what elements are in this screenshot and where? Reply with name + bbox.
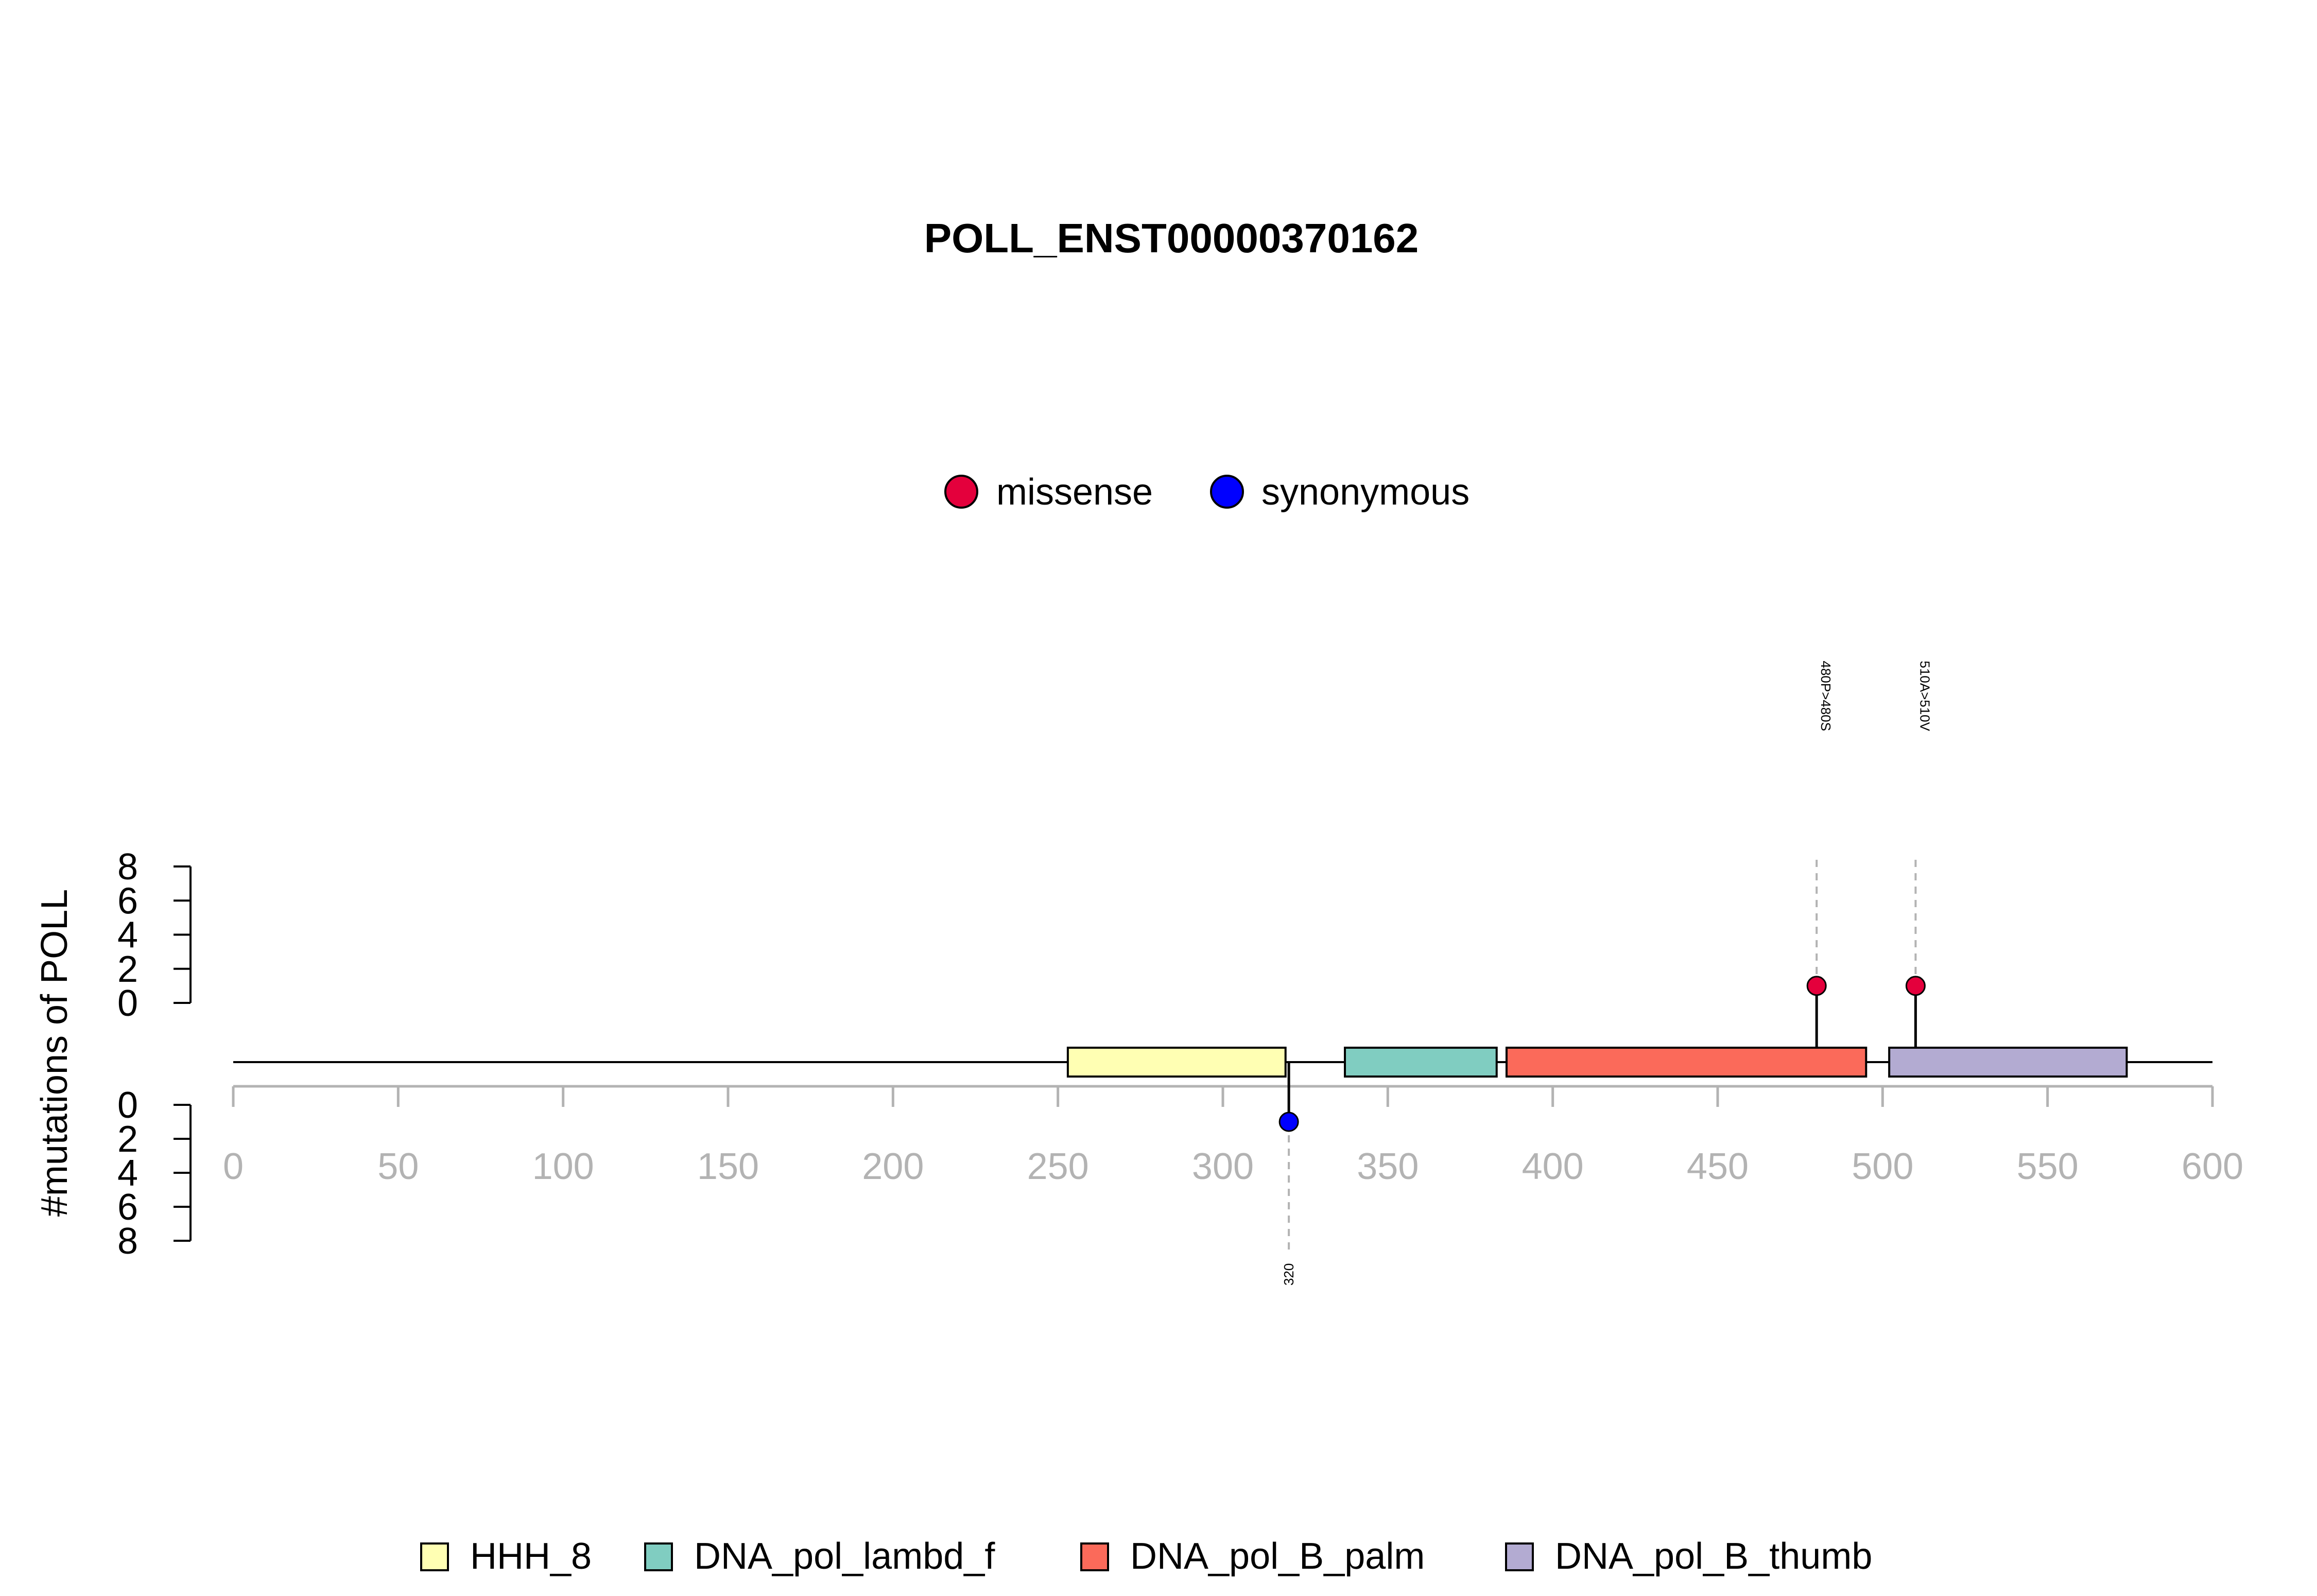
domain-DNA_pol_lambd_f [1344, 1047, 1498, 1078]
domain-DNA_pol_B_palm [1505, 1047, 1868, 1078]
domain-legend: HHH_8 DNA_pol_lambd_f DNA_pol_B_palm DNA_po… [420, 1536, 1872, 1577]
chart-title: POLL_ENST00000370162 [924, 215, 1419, 261]
legend-swatch-missense [944, 475, 978, 509]
mutation-lollipops: 480P>480S 510A>510V 320 [1281, 661, 1932, 1286]
x-tick-label: 100 [532, 1146, 594, 1187]
lower-y-tick-label: 0 [117, 1085, 138, 1126]
x-axis: 0 50 100 150 200 250 300 350 400 450 500 550 600 [223, 1085, 2243, 1187]
domain-DNA_pol_B_thumb [1888, 1047, 2128, 1078]
x-tick-label: 150 [697, 1146, 759, 1187]
x-tick-label: 500 [1852, 1146, 1913, 1187]
protein-domains [1066, 1047, 2128, 1078]
domain-HHH_8 [1066, 1047, 1287, 1078]
upper-y-tick-label: 0 [117, 983, 138, 1024]
upper-y-tick-label: 6 [117, 880, 138, 922]
x-tick-label: 600 [2182, 1146, 2243, 1187]
mutation-legend: missense synonymous [944, 472, 1469, 513]
x-tick-label: 400 [1522, 1146, 1584, 1187]
mutation-label: 480P>480S [1818, 661, 1834, 731]
lower-y-tick-label: 8 [117, 1221, 138, 1262]
legend-label-missense: missense [996, 472, 1153, 513]
mutation-head-missense [1905, 976, 1926, 996]
mutation-label: 320 [1281, 1263, 1296, 1286]
lower-y-tick-label: 4 [117, 1153, 138, 1194]
mutation-label: 510A>510V [1917, 661, 1932, 731]
x-tick-label: 250 [1027, 1146, 1089, 1187]
domain-legend-label-HHH_8: HHH_8 [470, 1536, 592, 1577]
y-axis-label: #mutations of POLL [34, 889, 75, 1217]
x-tick-label: 550 [2017, 1146, 2079, 1187]
lower-y-tick-label: 2 [117, 1119, 138, 1160]
x-tick-label: 300 [1192, 1146, 1254, 1187]
domain-legend-swatch-DNA_pol_B_thumb [1505, 1542, 1534, 1571]
domain-legend-label-DNA_pol_B_palm: DNA_pol_B_palm [1130, 1536, 1425, 1577]
domain-legend-label-DNA_pol_lambd_f: DNA_pol_lambd_f [694, 1536, 995, 1577]
mutation-heads [1278, 976, 1926, 1132]
legend-label-synonymous: synonymous [1261, 472, 1469, 513]
domain-legend-label-DNA_pol_B_thumb: DNA_pol_B_thumb [1555, 1536, 1872, 1577]
x-tick-label: 0 [223, 1146, 244, 1187]
upper-y-tick-label: 2 [117, 949, 138, 990]
x-tick-label: 50 [377, 1146, 419, 1187]
domain-legend-swatch-DNA_pol_lambd_f [644, 1542, 673, 1571]
x-tick-label: 450 [1687, 1146, 1749, 1187]
lower-y-tick-label: 6 [117, 1187, 138, 1228]
upper-y-tick-label: 4 [117, 915, 138, 956]
domain-legend-swatch-HHH_8 [420, 1542, 449, 1571]
upper-y-tick-label: 8 [117, 846, 138, 888]
mutation-head-synonymous [1278, 1112, 1299, 1132]
domain-legend-swatch-DNA_pol_B_palm [1080, 1542, 1109, 1571]
x-tick-label: 200 [862, 1146, 924, 1187]
mutation-head-missense [1806, 976, 1827, 996]
x-tick-label: 350 [1357, 1146, 1419, 1187]
legend-swatch-synonymous [1210, 475, 1244, 509]
